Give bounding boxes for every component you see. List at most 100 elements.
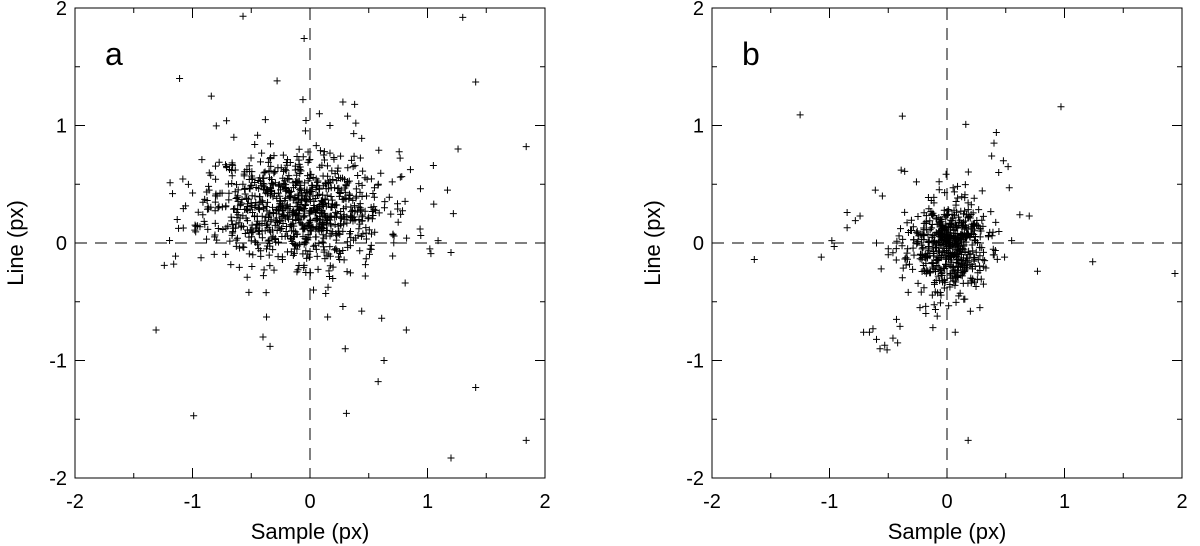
scatter-point [312, 175, 320, 183]
scatter-point [971, 254, 979, 262]
scatter-point [258, 220, 266, 228]
scatter-point [211, 162, 219, 170]
scatter-point [354, 231, 362, 239]
scatter-point [942, 170, 950, 178]
scatter-point [313, 214, 321, 222]
scatter-point [318, 238, 326, 246]
scatter-point [270, 190, 278, 198]
panel-a: -2 -1 0 1 2 -2 -1 0 1 2 Sample (px) Line… [3, 0, 551, 544]
panel-b-y-tick-label: -1 [686, 351, 704, 373]
scatter-point [922, 259, 930, 267]
scatter-point [239, 212, 247, 220]
scatter-point [350, 213, 358, 221]
scatter-point [972, 248, 980, 256]
scatter-point [935, 263, 943, 271]
scatter-point [234, 186, 242, 194]
scatter-point [331, 201, 339, 209]
scatter-point [945, 231, 953, 239]
scatter-point [401, 279, 409, 287]
scatter-point [339, 246, 347, 254]
scatter-point [246, 185, 254, 193]
scatter-point [909, 265, 917, 273]
scatter-point [222, 250, 230, 258]
scatter-point [233, 209, 241, 217]
scatter-point [363, 192, 371, 200]
scatter-point [351, 216, 359, 224]
scatter-point [922, 310, 930, 317]
scatter-point [883, 346, 891, 354]
panel-a-ticks [74, 7, 546, 479]
scatter-point [968, 277, 976, 285]
scatter-point [247, 202, 255, 210]
scatter-point [952, 258, 960, 266]
scatter-point [198, 156, 206, 164]
scatter-point [976, 225, 984, 233]
scatter-point [302, 247, 310, 255]
scatter-point [232, 236, 240, 244]
scatter-point [889, 334, 897, 342]
scatter-point [472, 78, 480, 86]
scatter-point [347, 208, 355, 216]
scatter-point [322, 232, 330, 240]
scatter-point [332, 208, 340, 216]
scatter-point [893, 237, 901, 245]
scatter-point [942, 226, 950, 234]
scatter-point [325, 273, 333, 281]
scatter-point [938, 240, 946, 248]
scatter-point [472, 384, 480, 392]
scatter-point [228, 179, 236, 187]
scatter-point [352, 119, 360, 127]
scatter-point [226, 237, 234, 245]
scatter-point [273, 194, 281, 202]
scatter-point [934, 272, 942, 280]
scatter-point [247, 237, 255, 245]
scatter-point [942, 232, 950, 240]
scatter-point [361, 174, 369, 182]
scatter-point [904, 228, 912, 236]
scatter-point [902, 261, 910, 269]
scatter-point [892, 245, 900, 253]
scatter-point [967, 261, 975, 269]
scatter-point [258, 197, 266, 205]
scatter-point [950, 188, 958, 196]
panel-b-x-tick-label: -1 [821, 491, 839, 513]
scatter-point [295, 262, 303, 270]
scatter-point [302, 269, 310, 277]
scatter-point [293, 245, 301, 253]
scatter-point [952, 278, 960, 286]
scatter-point [923, 226, 931, 234]
scatter-point [296, 186, 304, 194]
scatter-point [929, 232, 937, 240]
scatter-point [294, 190, 302, 198]
scatter-point [958, 193, 966, 201]
scatter-point [346, 191, 354, 199]
scatter-point [233, 181, 241, 189]
scatter-point [979, 256, 987, 264]
scatter-point [351, 207, 359, 215]
scatter-point [338, 214, 346, 222]
scatter-point [912, 178, 920, 186]
scatter-point [269, 203, 277, 211]
scatter-point [222, 224, 230, 232]
scatter-point [344, 164, 352, 172]
scatter-point [904, 288, 912, 296]
scatter-point [299, 250, 307, 258]
scatter-point [941, 240, 949, 248]
scatter-point [332, 245, 340, 253]
scatter-point [904, 245, 912, 253]
scatter-point [212, 122, 220, 130]
scatter-point [336, 248, 344, 256]
scatter-point [992, 129, 1000, 137]
panel-b-y-axis-title: Line (px) [640, 200, 665, 286]
scatter-point [949, 251, 957, 259]
scatter-point [947, 216, 955, 224]
scatter-point [1089, 258, 1097, 266]
scatter-point [344, 243, 352, 251]
scatter-point [945, 207, 953, 215]
scatter-point [960, 245, 968, 253]
scatter-point [895, 232, 903, 240]
scatter-point [934, 238, 942, 246]
scatter-point [954, 263, 962, 271]
scatter-point [282, 167, 290, 175]
scatter-point [300, 224, 308, 232]
